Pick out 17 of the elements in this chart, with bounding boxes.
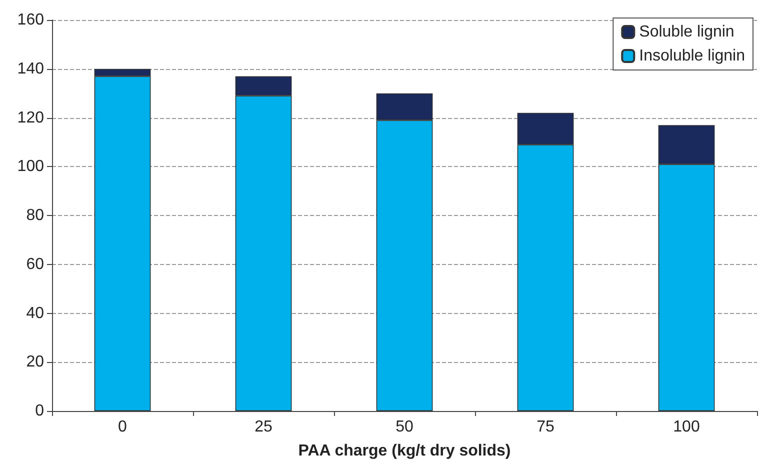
- y-tick-label: 100: [17, 158, 44, 176]
- x-tick-label: 100: [673, 418, 700, 436]
- x-tick-label: 0: [118, 418, 128, 436]
- legend-label: Soluble lignin: [639, 24, 734, 40]
- y-tick-label: 40: [26, 304, 44, 322]
- y-tick-label: 80: [26, 207, 44, 224]
- y-tick-label: 0: [35, 402, 44, 420]
- y-tick-label: 120: [17, 109, 44, 126]
- x-axis-title: PAA charge (kg/t dry solids): [298, 442, 511, 460]
- y-tick-label: 140: [17, 60, 44, 78]
- x-tick-label: 75: [536, 418, 554, 436]
- y-tick-label: 160: [17, 12, 44, 28]
- x-tick-label: 50: [396, 418, 414, 436]
- legend-label: Insoluble lignin: [639, 48, 746, 64]
- x-tick-label: 25: [254, 418, 272, 436]
- y-tick-label: 20: [26, 354, 44, 371]
- y-tick-label: 60: [26, 256, 44, 273]
